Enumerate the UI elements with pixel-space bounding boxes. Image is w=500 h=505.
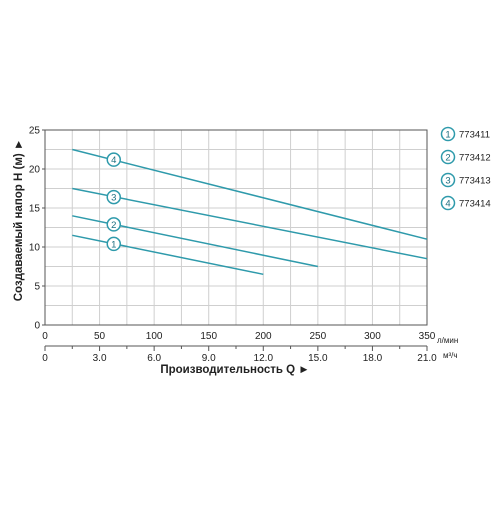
x-unit-primary: л/мин	[437, 336, 458, 345]
x-tick-label-primary: 300	[364, 331, 381, 342]
x-axis-label: Производительность Q ►	[160, 364, 309, 376]
y-axis-label: Создаваемый напор H (м) ►	[13, 139, 25, 302]
y-tick-label: 0	[34, 321, 40, 332]
legend-marker-label: 1	[445, 130, 450, 141]
series-marker-1	[106, 236, 122, 252]
legend-marker-1	[440, 126, 456, 142]
legend-marker-label: 3	[445, 176, 450, 187]
x-tick-label-secondary: 15.0	[308, 353, 328, 364]
x-tick-label-primary: 150	[200, 331, 217, 342]
legend-series-name: 773413	[459, 176, 491, 187]
legend-series-name: 773414	[459, 199, 491, 210]
y-tick-label: 20	[29, 165, 41, 176]
plot-frame	[44, 129, 428, 326]
x-tick-label-primary: 350	[419, 331, 436, 342]
legend-marker-label: 2	[445, 153, 450, 164]
series-line-3	[72, 187, 428, 260]
y-tick-label: 15	[29, 204, 41, 215]
series-marker-label: 1	[111, 239, 116, 250]
legend: 1 773411 2 773412 3 773413 4 773414	[440, 126, 491, 211]
series-marker-label: 4	[111, 155, 116, 166]
y-tick-label: 5	[34, 282, 40, 293]
x-unit-secondary: м³/ч	[443, 351, 458, 360]
x-tick-label-secondary: 0	[42, 353, 48, 364]
y-tick-label: 10	[29, 243, 41, 254]
x-tick-label-secondary: 18.0	[363, 353, 383, 364]
series-lines: 1 2 3 4	[72, 148, 428, 276]
legend-series-name: 773412	[459, 153, 491, 164]
legend-marker-2	[440, 149, 456, 165]
legend-marker-4	[440, 195, 456, 211]
y-tick-label: 25	[29, 126, 41, 137]
series-line-1	[72, 234, 264, 276]
x-tick-label-secondary: 21.0	[417, 353, 437, 364]
x-tick-label-primary: 200	[255, 331, 272, 342]
x-tick-label-secondary: 3.0	[93, 353, 107, 364]
x-tick-label-primary: 0	[42, 331, 48, 342]
legend-series-name: 773411	[459, 130, 490, 141]
grid	[45, 130, 427, 325]
x-tick-label-primary: 250	[310, 331, 327, 342]
x-tick-label-secondary: 9.0	[202, 353, 216, 364]
series-line-4	[72, 148, 428, 240]
x-tick-label-primary: 50	[94, 331, 106, 342]
series-marker-3	[106, 189, 122, 205]
legend-marker-label: 4	[445, 199, 450, 210]
series-marker-label: 2	[111, 220, 116, 231]
x-tick-label-secondary: 12.0	[254, 353, 274, 364]
legend-marker-3	[440, 172, 456, 188]
x-tick-label-secondary: 6.0	[147, 353, 161, 364]
series-marker-label: 3	[111, 193, 116, 204]
series-marker-4	[106, 152, 122, 167]
x-tick-label-primary: 100	[146, 331, 163, 342]
series-marker-2	[106, 217, 122, 232]
